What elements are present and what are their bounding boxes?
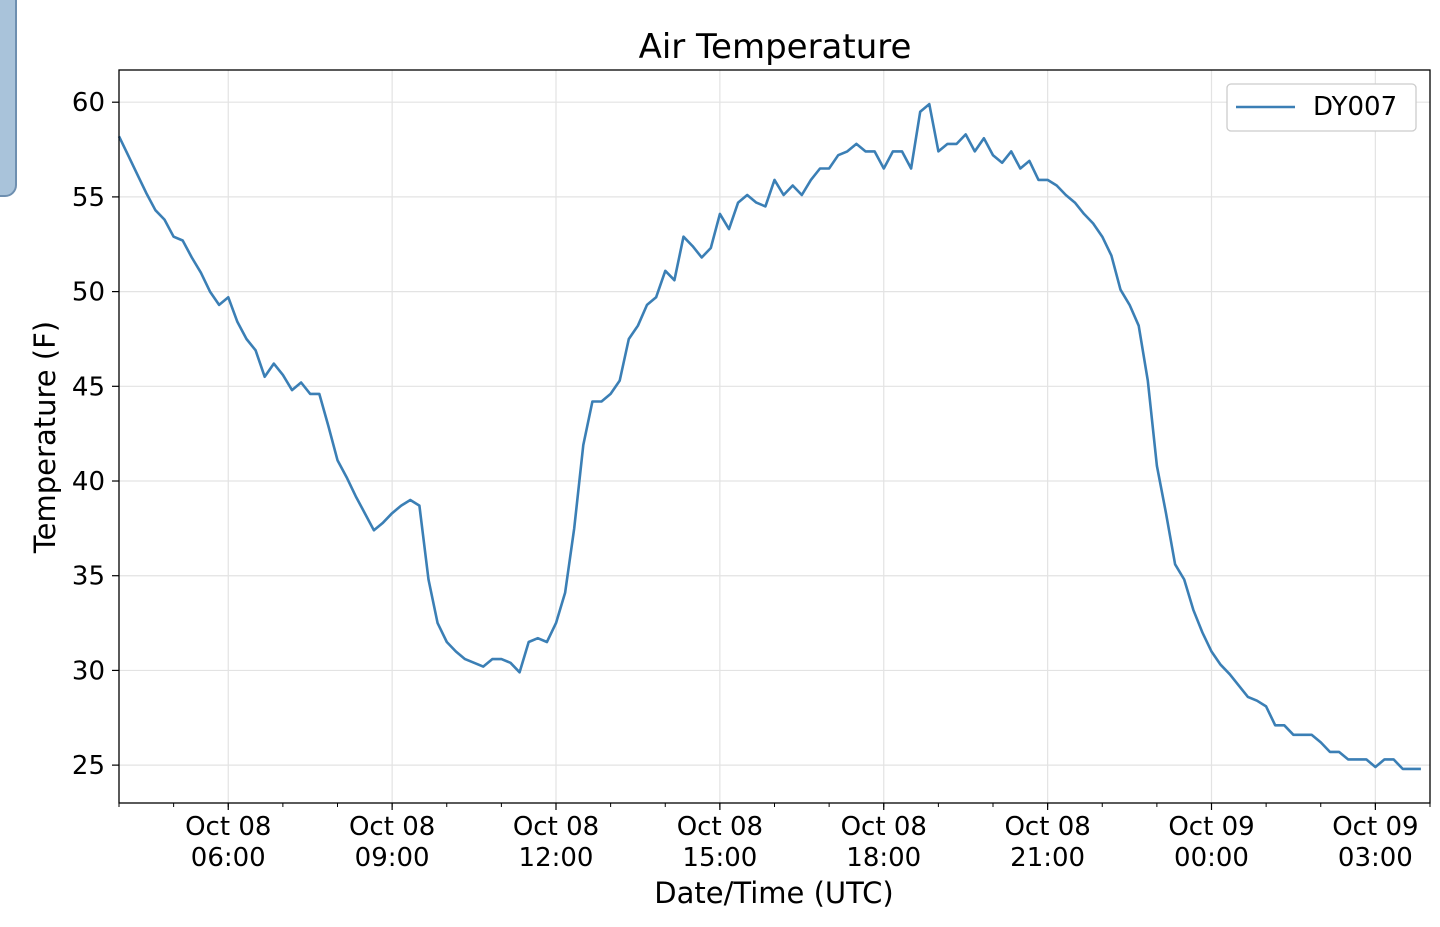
x-tick-label-time: 03:00 [1338,843,1413,873]
chart-title: Air Temperature [639,27,912,67]
y-tick-label: 60 [72,88,105,118]
grid-lines [119,70,1430,803]
y-tick-label: 50 [72,278,105,308]
side-panel-tab[interactable] [0,0,17,197]
legend: DY007 [1226,83,1417,132]
series-line-dy007 [117,102,1421,771]
x-tick-label-date: Oct 08 [185,812,271,842]
x-tick-label-time: 12:00 [519,843,594,873]
y-tick-label: 40 [72,467,105,497]
y-tick-label: 45 [72,372,105,402]
x-axis-label: Date/Time (UTC) [654,876,893,910]
legend-label-dy007: DY007 [1313,92,1397,122]
x-tick-label-date: Oct 08 [349,812,435,842]
x-tick-label-time: 18:00 [846,843,921,873]
x-tick-label-date: Oct 08 [1004,812,1090,842]
x-tick-label-date: Oct 08 [841,812,927,842]
x-tick-label-time: 09:00 [355,843,430,873]
x-tick-label-date: Oct 08 [513,812,599,842]
x-tick-label-time: 00:00 [1174,843,1249,873]
legend-box [1226,83,1417,132]
y-tick-label: 30 [72,656,105,686]
x-tick-label-date: Oct 08 [677,812,763,842]
x-tick-label-time: 06:00 [191,843,266,873]
x-tick-label-date: Oct 09 [1332,812,1418,842]
y-axis-label: Temperature (F) [28,321,62,554]
y-tick-label: 55 [72,183,105,213]
y-tick-label: 35 [72,562,105,592]
x-tick-label-date: Oct 09 [1168,812,1254,842]
y-tick-label: 25 [72,751,105,781]
x-tick-label-time: 15:00 [682,843,757,873]
y-axis: 25 30 35 40 45 50 55 60 [72,88,119,781]
series-layer [117,102,1421,771]
x-tick-label-time: 21:00 [1010,843,1085,873]
